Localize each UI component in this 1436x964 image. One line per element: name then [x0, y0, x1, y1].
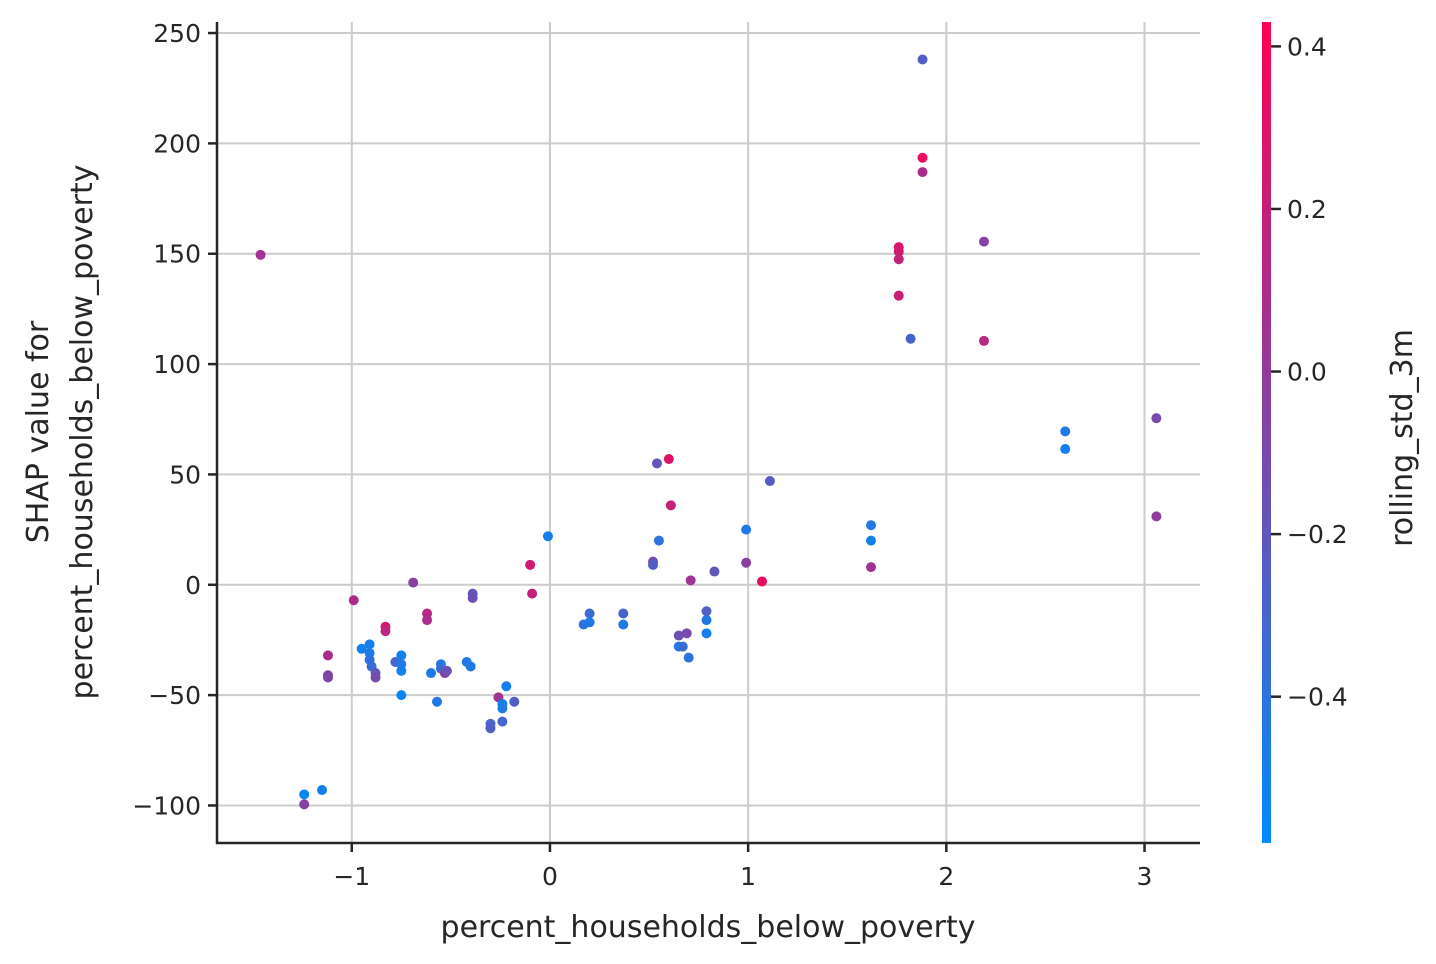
data-point — [431, 696, 442, 707]
y-tick-label: 0 — [185, 571, 201, 600]
data-point — [396, 665, 407, 676]
data-point — [255, 249, 266, 260]
data-point — [317, 785, 328, 796]
data-point — [542, 531, 553, 542]
data-point — [348, 595, 359, 606]
data-point — [584, 617, 595, 628]
data-point — [917, 54, 928, 65]
data-point — [584, 608, 595, 619]
data-point — [893, 290, 904, 301]
data-point — [1060, 426, 1071, 437]
y-tick-label: −50 — [148, 681, 201, 710]
data-point — [299, 799, 310, 810]
data-point — [917, 167, 928, 178]
x-tick-label: 0 — [542, 862, 558, 891]
data-point — [1060, 444, 1071, 455]
data-point — [370, 672, 381, 683]
data-point — [509, 696, 520, 707]
data-point — [978, 335, 989, 346]
x-tick-label: 3 — [1137, 862, 1153, 891]
data-point — [396, 650, 407, 661]
data-point — [618, 619, 629, 630]
data-point — [978, 236, 989, 247]
data-points — [255, 54, 1162, 810]
data-point — [322, 672, 333, 683]
data-point — [501, 681, 512, 692]
data-point — [1151, 511, 1162, 522]
data-point — [741, 557, 752, 568]
grid — [217, 22, 1200, 843]
data-point — [497, 716, 508, 727]
axes: −1 0 1 2 3 −100 −50 0 50 100 150 200 250 — [132, 19, 1200, 891]
data-point — [663, 453, 674, 464]
data-point — [681, 628, 692, 639]
data-point — [527, 588, 538, 599]
data-point — [485, 723, 496, 734]
data-point — [380, 626, 391, 637]
data-point — [465, 661, 476, 672]
data-point — [422, 615, 433, 626]
x-axis-title: percent_households_below_poverty — [441, 910, 976, 945]
data-point — [299, 789, 310, 800]
data-point — [648, 559, 659, 570]
data-point — [701, 628, 712, 639]
colorbar-tick-label: 0.2 — [1287, 195, 1327, 224]
data-point — [441, 665, 452, 676]
axis-spines — [215, 22, 1200, 845]
y-tick-label: 150 — [153, 240, 201, 269]
data-point — [685, 575, 696, 586]
data-point — [866, 535, 877, 546]
data-point — [757, 576, 768, 587]
data-point — [673, 630, 684, 641]
data-point — [525, 559, 536, 570]
x-tick-label: −1 — [333, 862, 370, 891]
data-point — [426, 668, 437, 679]
data-point — [1151, 413, 1162, 424]
x-tick-label: 2 — [938, 862, 954, 891]
data-point — [322, 650, 333, 661]
colorbar-tick-label: 0.4 — [1287, 32, 1327, 61]
data-point — [665, 500, 676, 511]
y-tick-label: 50 — [169, 460, 201, 489]
colorbar-tick-label: −0.4 — [1287, 683, 1348, 712]
data-point — [709, 566, 720, 577]
colorbar-tick-label: −0.2 — [1287, 520, 1348, 549]
data-point — [467, 593, 478, 604]
colorbar-tick-label: 0.0 — [1287, 358, 1327, 387]
data-point — [893, 246, 904, 257]
data-point — [651, 458, 662, 469]
y-tick-label: 250 — [153, 19, 201, 48]
data-point — [866, 520, 877, 531]
data-point — [408, 577, 419, 588]
data-point — [364, 639, 375, 650]
data-point — [497, 703, 508, 714]
data-point — [677, 641, 688, 652]
y-tick-label: 200 — [153, 129, 201, 158]
y-axis-title-line1: SHAP value for — [21, 320, 56, 543]
y-axis-title-line2: percent_households_below_poverty — [65, 165, 100, 700]
colorbar: −0.4 −0.2 0.0 0.2 0.4 — [1262, 22, 1348, 843]
data-point — [356, 643, 367, 654]
data-point — [701, 606, 712, 617]
data-point — [683, 652, 694, 663]
data-point — [893, 254, 904, 265]
data-point — [741, 524, 752, 535]
data-point — [917, 152, 928, 163]
y-tick-label: −100 — [132, 791, 201, 820]
data-point — [905, 333, 916, 344]
colorbar-gradient — [1262, 22, 1271, 843]
data-point — [396, 690, 407, 701]
data-point — [764, 476, 775, 487]
data-point — [653, 535, 664, 546]
data-point — [701, 615, 712, 626]
y-tick-label: 100 — [153, 350, 201, 379]
colorbar-title: rolling_std_3m — [1385, 329, 1420, 547]
data-point — [866, 562, 877, 573]
data-point — [618, 608, 629, 619]
x-tick-label: 1 — [740, 862, 756, 891]
